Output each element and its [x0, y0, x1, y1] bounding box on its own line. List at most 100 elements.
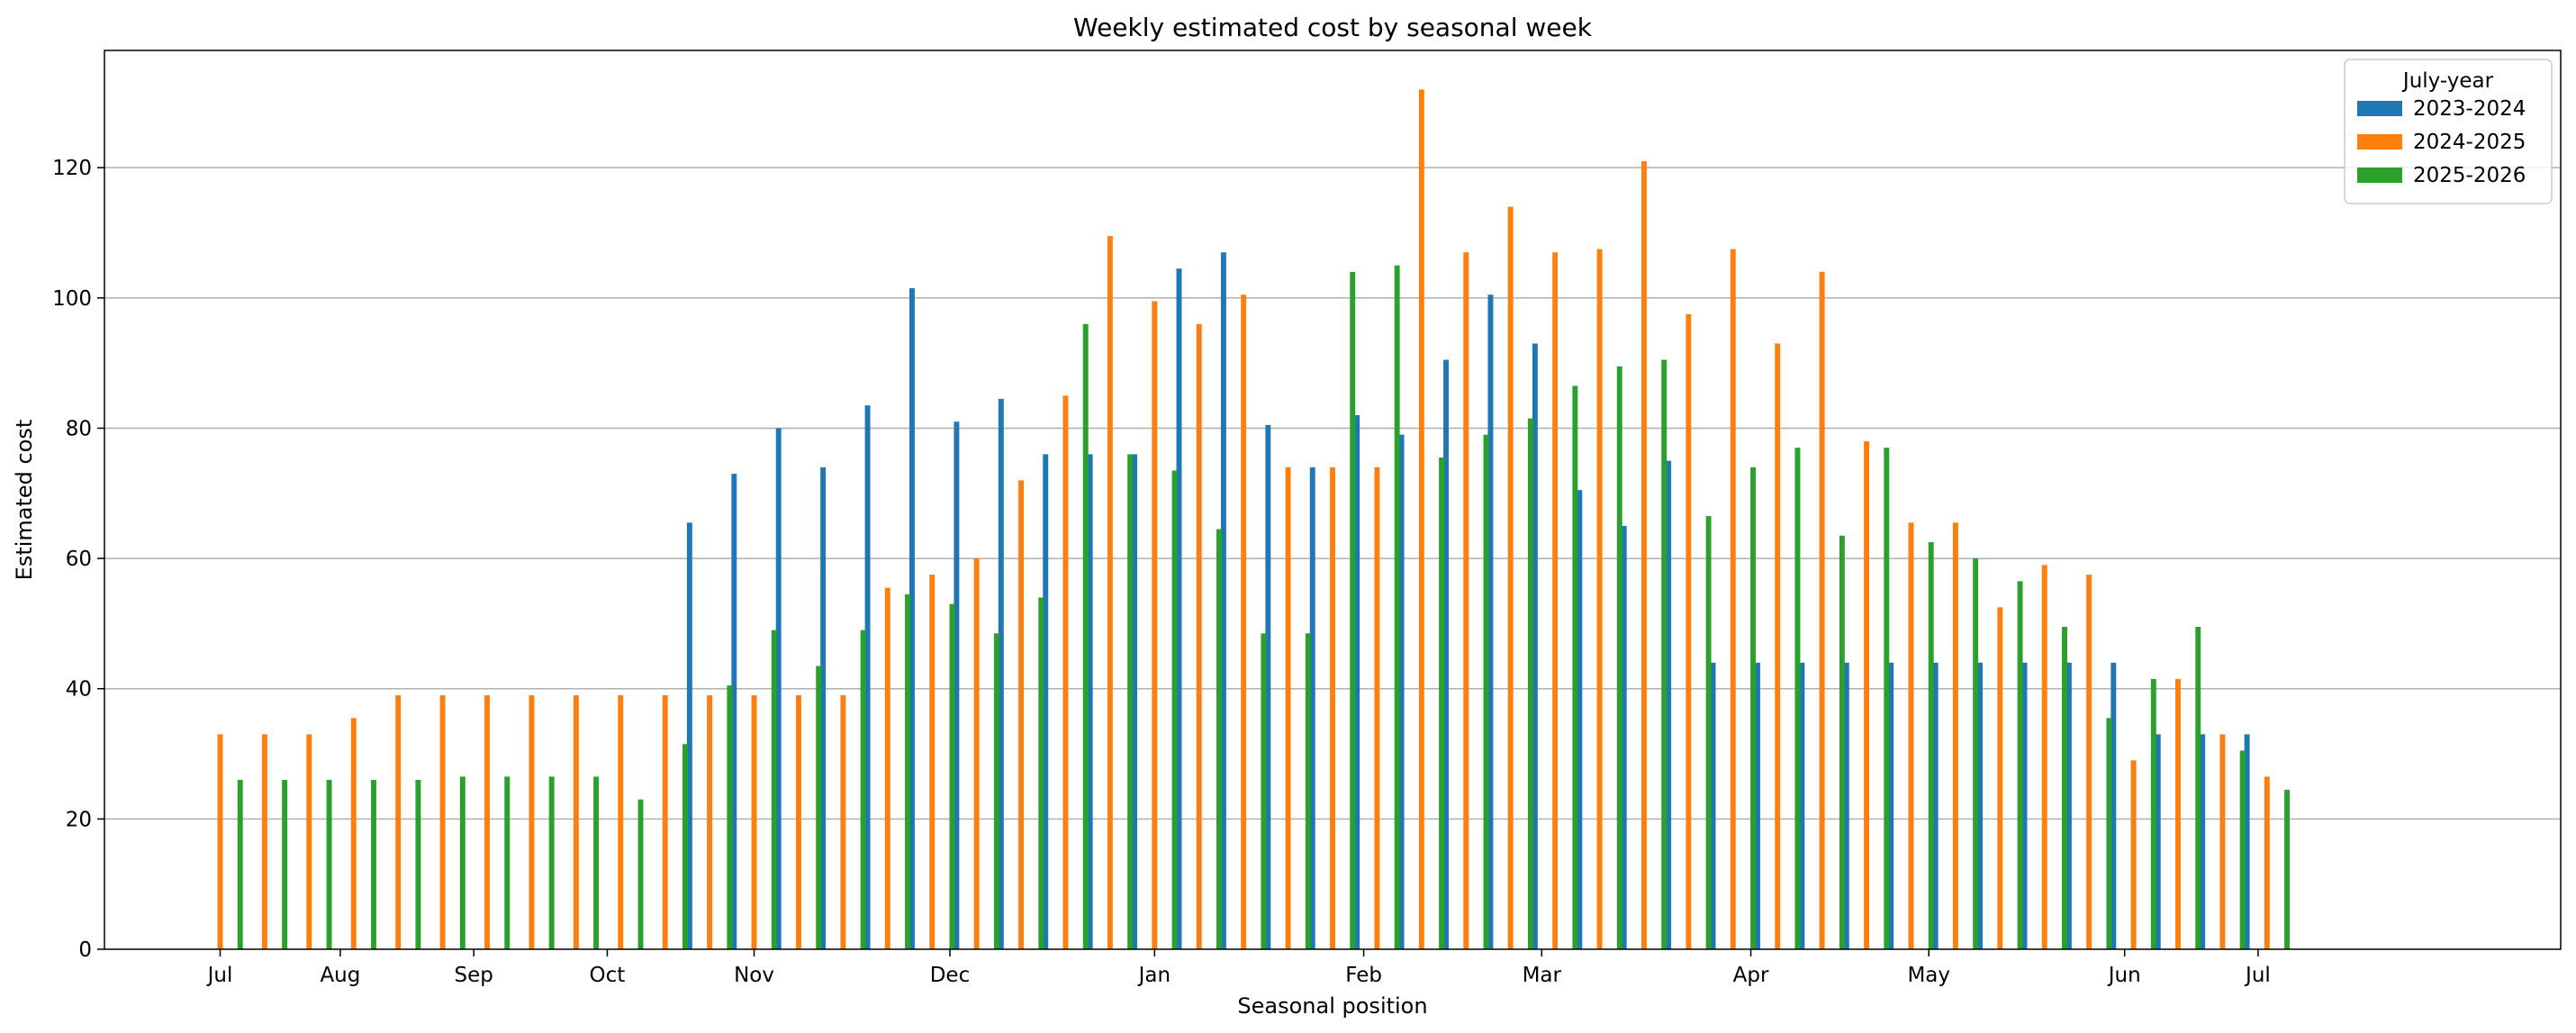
bar — [1171, 470, 1178, 949]
bar — [1977, 662, 1984, 949]
bar — [371, 779, 376, 949]
x-tick-label: Aug — [320, 964, 360, 987]
bar — [1888, 662, 1894, 949]
bar — [1572, 385, 1578, 949]
x-tick-label: Nov — [734, 964, 774, 987]
bar — [459, 776, 465, 949]
bar — [1439, 457, 1445, 949]
bar — [1794, 448, 1801, 950]
bar — [860, 630, 866, 949]
bar — [1997, 607, 2003, 949]
bar — [1596, 249, 1603, 949]
x-tick-label: May — [1907, 964, 1950, 987]
y-tick-label: 80 — [66, 417, 92, 440]
bar — [949, 603, 955, 949]
x-tick-label: Jul — [2244, 964, 2271, 987]
bar — [2239, 750, 2246, 949]
bar — [751, 694, 757, 949]
bar — [1463, 252, 1469, 949]
y-tick-label: 100 — [52, 287, 92, 311]
x-tick-label: Sep — [455, 964, 493, 987]
bar — [1928, 542, 1934, 949]
bar — [1577, 490, 1583, 949]
bar — [1418, 89, 1424, 950]
legend-title: July-year — [2401, 69, 2494, 93]
bar — [1839, 535, 1845, 949]
bar — [573, 694, 579, 949]
bar — [1819, 271, 1825, 950]
bar — [2065, 662, 2072, 949]
bar — [548, 776, 555, 949]
bar — [2195, 627, 2201, 949]
legend-label: 2024-2025 — [2413, 131, 2526, 154]
x-axis: Jul Aug Sep Oct Nov Dec Jan Feb Mar Apr May Jun Jul — [206, 949, 2271, 987]
bar — [1354, 414, 1360, 950]
bar — [1487, 294, 1494, 949]
legend-swatch — [2357, 168, 2402, 183]
y-tick-label: 120 — [52, 157, 92, 180]
bar — [2061, 627, 2067, 949]
legend-swatch — [2357, 101, 2402, 116]
bar — [1483, 434, 1489, 949]
bar — [2264, 776, 2270, 949]
bar — [1394, 265, 1400, 949]
bar — [816, 666, 822, 949]
series-2024-2025 — [217, 89, 2270, 950]
series-2025-2026 — [237, 265, 2291, 950]
bar — [2244, 734, 2250, 949]
x-tick-label: Feb — [1345, 964, 1382, 987]
bar — [954, 421, 960, 949]
bar — [1754, 662, 1760, 949]
legend-label: 2025-2026 — [2413, 164, 2526, 187]
legend-label: 2023-2024 — [2413, 97, 2526, 121]
bar — [771, 630, 777, 949]
bar — [2021, 662, 2028, 949]
x-tick-label: Jun — [2107, 964, 2141, 987]
chart-title: Weekly estimated cost by seasonal week — [1073, 13, 1593, 42]
bar — [682, 744, 688, 949]
bar — [1864, 440, 1870, 949]
bar — [1350, 271, 1356, 950]
bar — [618, 694, 624, 949]
bar — [840, 694, 846, 949]
bar — [795, 694, 801, 949]
bar — [1932, 662, 1939, 949]
bar — [662, 694, 668, 949]
bar — [1775, 343, 1781, 949]
bar — [775, 428, 782, 949]
bar — [1309, 467, 1315, 949]
bar — [1305, 633, 1311, 949]
bar — [1398, 434, 1405, 949]
bar — [973, 558, 980, 949]
y-tick-label: 40 — [66, 678, 92, 702]
bar — [282, 779, 288, 949]
bar — [1705, 516, 1712, 949]
bar — [2155, 734, 2161, 949]
bar — [1507, 206, 1514, 950]
bar — [1038, 597, 1044, 949]
bar — [864, 405, 871, 949]
bar — [929, 575, 935, 949]
bar — [1616, 366, 1622, 950]
bar — [727, 685, 733, 949]
bar — [1552, 252, 1559, 949]
bar — [1220, 252, 1226, 949]
bar — [1330, 467, 1335, 949]
bar — [2130, 760, 2137, 949]
bar — [1973, 558, 1979, 949]
bar — [637, 799, 644, 949]
bar — [993, 633, 999, 949]
bar — [1641, 160, 1647, 950]
bar — [350, 718, 357, 949]
bar — [395, 694, 402, 949]
x-tick-label: Mar — [1523, 964, 1562, 987]
bar — [1285, 467, 1291, 949]
bar — [415, 779, 421, 949]
bars — [217, 89, 2291, 950]
x-tick-label: Jan — [1137, 964, 1170, 987]
bar — [1710, 662, 1716, 949]
x-axis-label: Seasonal position — [1237, 993, 1427, 1019]
bar — [731, 474, 737, 949]
bar — [707, 694, 713, 949]
x-tick-label: Jul — [206, 964, 233, 987]
